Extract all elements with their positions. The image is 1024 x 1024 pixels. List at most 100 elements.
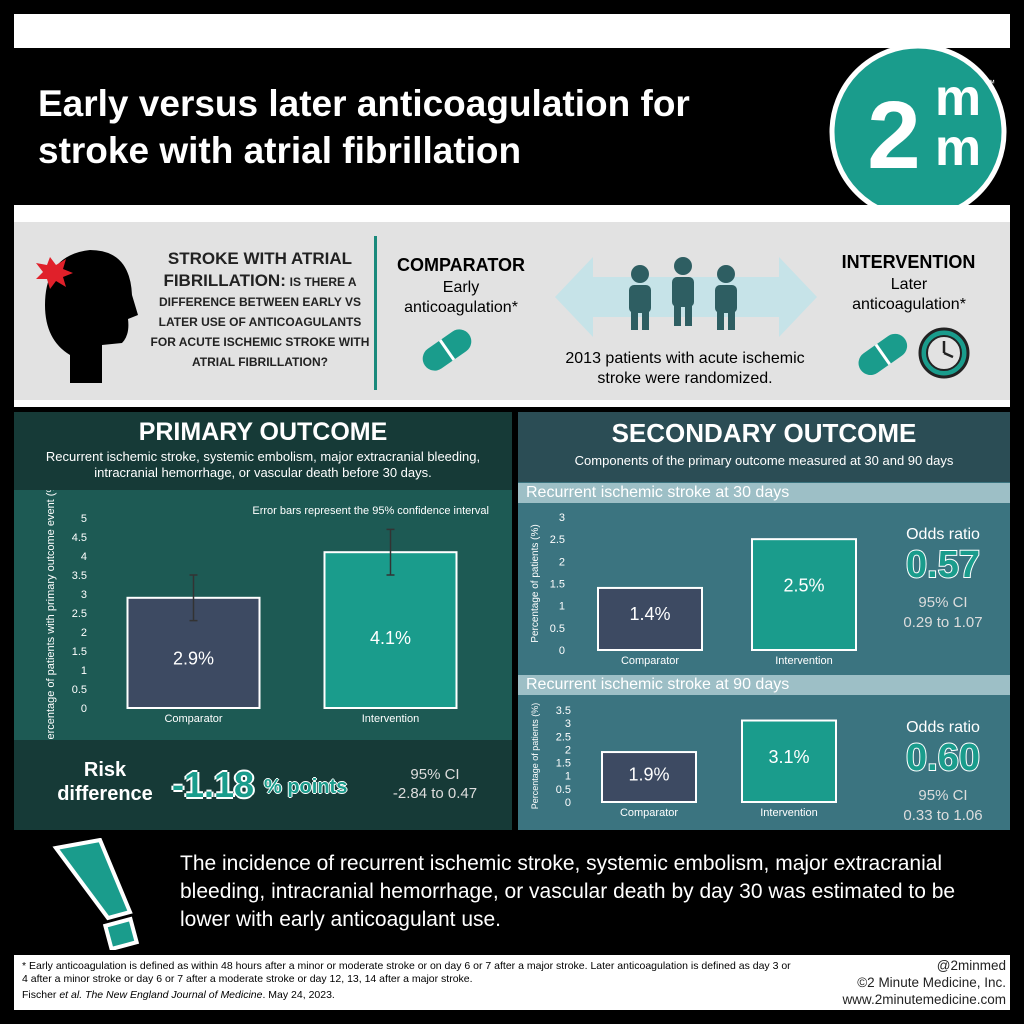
or-label: Odds ratio [906,719,980,736]
value-label: 4.1% [370,628,411,648]
secondary-chart: 0 0.5 1 1.5 2 2.5 3 Percentage of patients (%) 1… [530,512,983,667]
or-ci-label: 95% CI [918,594,967,611]
secondary-heading: SECONDARY OUTCOME [611,418,917,448]
citation-part: . May 24, 2023. [262,989,335,1001]
credit: @2minmed [936,958,1006,973]
y-tick-label: 1.5 [72,646,87,658]
x-tick-label: Intervention [775,655,832,667]
x-tick-label: Comparator [620,807,678,819]
y-tick-label: 1 [559,601,565,613]
primary-heading: PRIMARY OUTCOME [138,418,388,446]
footnote: * Early anticoagulation is defined as wi… [22,960,791,985]
y-tick-label: 2 [559,556,565,568]
head-silhouette [45,250,138,383]
top-strip [14,14,1010,48]
people [629,257,737,330]
x-tick-label: Comparator [621,655,679,667]
intervention-heading: INTERVENTION [841,252,976,272]
footer [14,955,1010,1010]
pill-clock-icon [858,327,970,379]
value-label: 1.9% [628,765,669,785]
y-tick-label: 2 [565,744,571,756]
value-label: 2.5% [783,576,824,596]
intervention-text: Later anticoagulation* [852,276,966,313]
or-label: Odds ratio [906,526,980,543]
y-tick-label: 0 [81,703,87,715]
background-panel [14,222,1010,400]
primary-description: Recurrent ischemic stroke, systemic embo… [45,449,481,480]
y-tick-label: 4 [81,551,87,563]
exclamation-icon [52,838,140,950]
logo-letter: m [935,69,981,127]
citation-part: et al. [59,989,83,1001]
or-ci: 0.33 to 1.06 [903,807,982,824]
y-tick-label: 2 [81,627,87,639]
credit: ©2 Minute Medicine, Inc. [857,975,1006,990]
risk-ci: -2.84 to 0.47 [392,785,478,802]
pill-icon [422,329,472,371]
y-tick-label: 5 [81,513,87,525]
secondary-description: Components of the primary outcome measur… [574,453,954,468]
chart-title: Recurrent ischemic stroke at 30 days [518,483,1010,503]
y-tick-label: 3 [565,718,571,730]
y-tick-label: 3 [559,512,565,524]
or-value: 0.57 [906,544,980,586]
or-ci: 0.29 to 1.07 [903,614,982,631]
risk-ci-label: 95% CI [410,766,460,783]
y-tick-label: 2.5 [556,731,571,743]
y-tick-label: 3.5 [556,705,571,717]
bar [741,719,837,804]
y-tick-label: 2.5 [550,534,565,546]
population: 2013 patients with acute ischemic stroke… [565,350,805,387]
citation: Fischer et al. The New England Journal o… [22,989,792,1001]
risk-unit: % points [264,776,348,798]
y-axis-label: Percentage of patients with primary outc… [45,490,57,740]
question-lead: STROKE WITH ATRIAL FIBRILLATION: [163,249,353,290]
error-bar [386,528,395,576]
secondary-chart: 00.511.5 22.533.5 Percentage of patients (… [530,703,983,824]
chart-note: Error bars represent the 95% confidence … [252,505,489,517]
bar [597,586,703,651]
primary-chart: 0 0.5 1 1.5 2 2.5 3 3.5 4 4.5 5 Percentage of patie… [45,490,489,740]
credits: @2minmed ©2 Minute Medicine, Inc. www.2m… [800,957,1006,1008]
value-label: 2.9% [173,648,214,668]
y-tick-label: 0 [559,645,565,657]
y-tick-label: 0.5 [550,623,565,635]
y-axis-label: Percentage of patients (%) [530,703,540,810]
chart-title: Recurrent ischemic stroke at 90 days [518,675,1010,695]
y-tick-label: 3 [81,589,87,601]
y-axis-label: Percentage of patients (%) [530,524,541,642]
title: Early versus later anticoagulation for s… [38,83,690,171]
x-tick-label: Intervention [362,713,419,725]
y-tick-label: 2.5 [72,608,87,620]
value-label: 3.1% [768,747,809,767]
credit: www.2minutemedicine.com [842,992,1006,1007]
question-rest: IS THERE A DIFFERENCE BETWEEN EARLY VS L… [150,275,370,369]
bar [601,751,697,803]
y-tick-label: 0.5 [72,684,87,696]
comparator-heading: COMPARATOR [397,255,525,275]
logo-mark: ™ [986,78,995,88]
y-tick-label: 1.5 [556,758,571,770]
logo-digit: 2 [867,82,920,189]
citation-part: The New England Journal of Medicine [82,989,263,1001]
bar [751,538,857,652]
or-ci-label: 95% CI [918,787,967,804]
error-bar [189,574,198,622]
people-arrow [555,257,817,337]
logo-letter: m [935,119,981,177]
y-tick-label: 3.5 [72,570,87,582]
y-tick-label: 1 [565,771,571,783]
y-tick-label: 1.5 [550,579,565,591]
x-tick-label: Intervention [760,807,817,819]
divider [374,236,377,390]
comparator-text: Early anticoagulation* [404,279,518,316]
stroke-burst [36,257,73,289]
logo: 2 m m ™ [829,43,1007,221]
or-value: 0.60 [906,737,980,779]
risk-label: Risk difference [57,759,153,805]
question: STROKE WITH ATRIAL FIBRILLATION: IS THER… [150,248,370,372]
citation-part: Fischer [22,989,60,1001]
value-label: 1.4% [629,604,670,624]
